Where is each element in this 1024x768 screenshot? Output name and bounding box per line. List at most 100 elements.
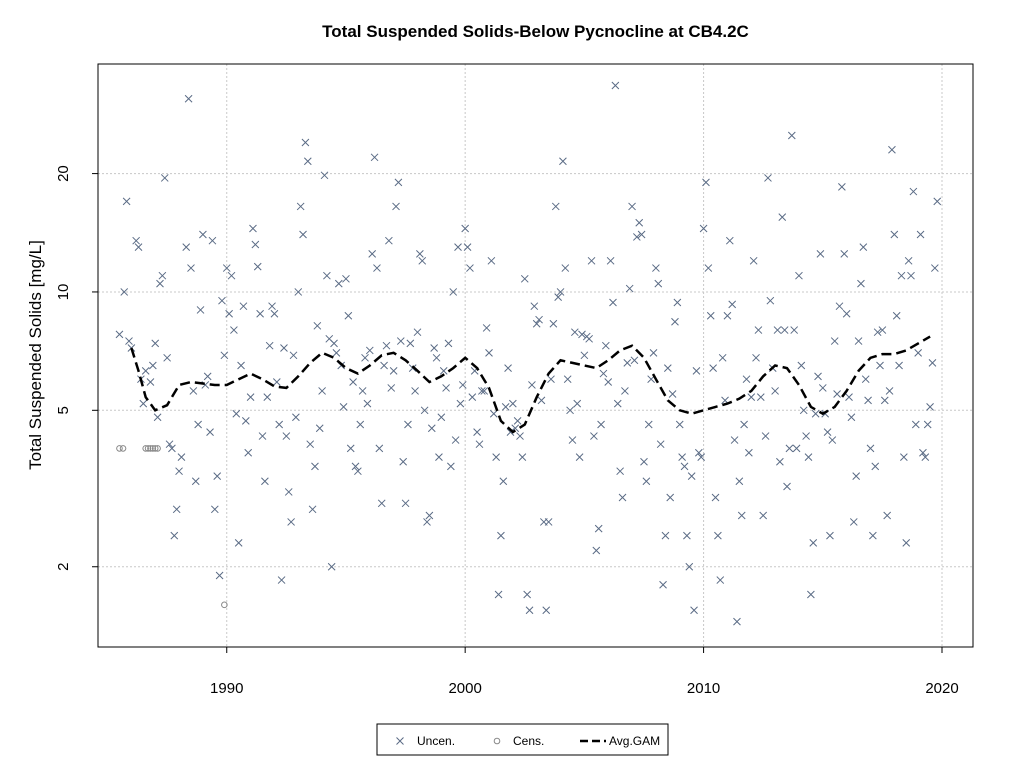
uncensored-point — [816, 249, 825, 258]
uncensored-point — [485, 348, 493, 357]
uncensored-point — [425, 511, 434, 520]
uncensored-point — [621, 387, 629, 395]
uncensored-point — [637, 230, 646, 239]
uncensored-point — [401, 499, 410, 508]
uncensored-point — [380, 361, 388, 370]
uncensored-point — [628, 202, 636, 211]
uncensored-point — [578, 330, 586, 339]
uncensored-point — [902, 539, 911, 547]
uncensored-point — [683, 531, 691, 540]
uncensored-point — [666, 493, 675, 502]
uncensored-point — [630, 356, 639, 365]
uncensored-point — [549, 319, 558, 328]
uncensored-point — [692, 366, 701, 375]
uncensored-point — [346, 444, 355, 453]
uncensored-point — [680, 462, 689, 471]
uncensored-point — [251, 240, 260, 249]
uncensored-point — [919, 448, 927, 457]
uncensored-point — [489, 409, 498, 418]
uncensored-point — [921, 453, 930, 462]
uncensored-point — [258, 432, 267, 440]
plot-frame — [97, 63, 974, 648]
uncensored-point — [342, 274, 350, 283]
uncensored-point — [494, 590, 503, 599]
legend-label-uncen: Uncen. — [417, 734, 455, 748]
uncensored-point — [671, 317, 679, 326]
uncensored-point — [563, 375, 572, 384]
uncensored-point — [461, 224, 470, 233]
uncensored-point — [609, 298, 617, 307]
uncensored-point — [334, 279, 343, 288]
uncensored-point — [601, 341, 610, 350]
uncensored-point — [606, 256, 615, 265]
uncensored-point — [706, 311, 715, 320]
censored-point — [142, 445, 149, 452]
uncensored-point — [532, 319, 541, 328]
uncensored-point — [656, 440, 665, 449]
uncensored-point — [854, 337, 863, 345]
censored-point — [151, 445, 159, 452]
uncensored-point — [811, 409, 820, 418]
uncensored-point — [306, 440, 315, 449]
uncensored-point — [520, 274, 529, 283]
uncensored-point — [787, 131, 796, 140]
uncensored-point — [585, 334, 593, 343]
uncensored-point — [857, 279, 865, 288]
uncensored-point — [280, 344, 288, 352]
uncensored-point — [687, 472, 696, 481]
uncensored-point — [268, 302, 276, 311]
uncensored-point — [365, 346, 374, 355]
uncensored-point — [265, 341, 274, 350]
gam-line — [130, 335, 931, 434]
uncensored-point — [725, 236, 734, 245]
uncensored-point — [451, 436, 460, 444]
uncensored-point — [387, 384, 396, 392]
uncensored-point — [191, 477, 200, 486]
uncensored-point — [866, 444, 875, 453]
uncensored-point — [711, 493, 720, 502]
uncensored-point — [590, 432, 598, 440]
uncensored-point — [320, 171, 329, 180]
uncensored-point — [308, 505, 317, 514]
uncensored-point — [678, 453, 686, 462]
uncensored-point — [501, 403, 510, 411]
uncensored-point — [313, 321, 322, 330]
uncensored-point — [904, 256, 913, 265]
uncensored-point — [663, 364, 672, 373]
uncensored-point — [694, 448, 703, 457]
censored-point — [116, 445, 123, 452]
uncensored-point — [351, 462, 360, 471]
uncensored-point — [544, 518, 553, 526]
uncensored-point — [184, 94, 193, 103]
uncensored-point — [282, 432, 291, 440]
uncensored-point — [735, 477, 744, 486]
uncensored-point — [771, 387, 779, 395]
uncensored-point — [897, 271, 906, 280]
uncensored-point — [690, 606, 698, 615]
uncensored-point — [435, 453, 443, 462]
legend-circle-icon — [493, 737, 501, 745]
uncensored-point — [566, 406, 574, 415]
uncensored-point — [454, 243, 462, 252]
uncensored-point — [809, 539, 818, 547]
uncensored-point — [344, 311, 353, 320]
uncensored-point — [373, 264, 381, 272]
uncensored-point — [497, 531, 505, 540]
grid-lines — [98, 64, 973, 647]
censored-point — [221, 601, 228, 609]
uncensored-point — [570, 328, 579, 337]
uncensored-point — [823, 428, 832, 436]
uncensored-point — [199, 230, 207, 239]
uncensored-point — [303, 157, 312, 166]
uncensored-point — [876, 361, 884, 370]
uncensored-point — [911, 420, 920, 429]
uncensored-point — [580, 351, 589, 360]
uncensored-point — [115, 330, 124, 339]
uncensored-point — [275, 420, 284, 429]
uncensored-point — [802, 432, 810, 440]
uncensored-point — [852, 472, 861, 481]
uncensored-point — [215, 571, 224, 580]
x-tick-label: 1990 — [210, 680, 243, 697]
uncensored-point — [685, 562, 694, 571]
